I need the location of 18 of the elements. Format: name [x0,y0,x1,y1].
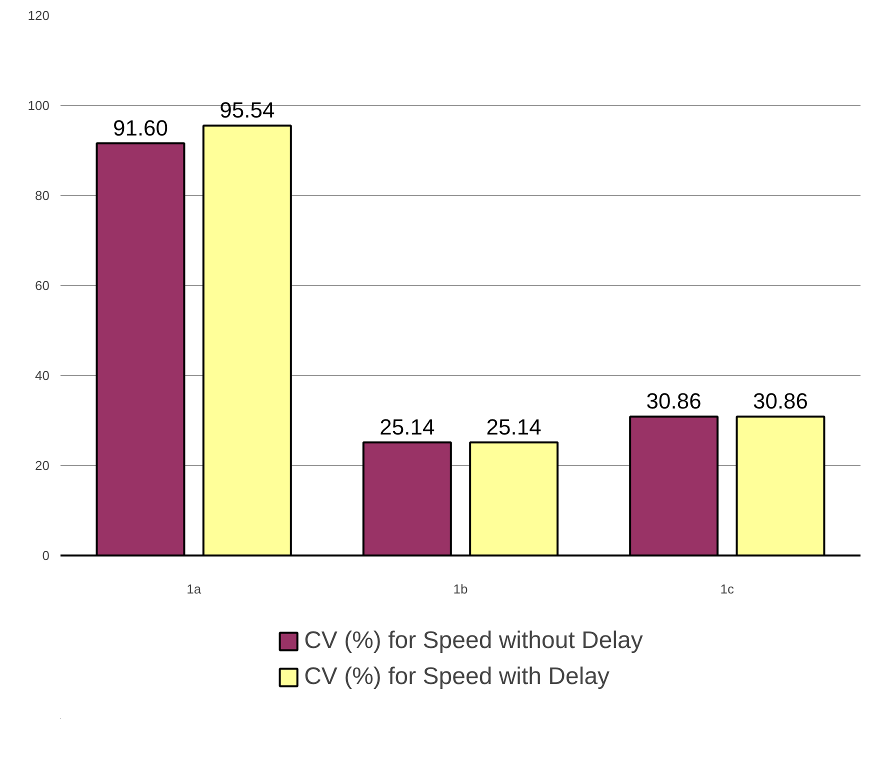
data-label: 95.54 [220,98,275,123]
legend-label: CV (%) for Speed with Delay [304,663,610,691]
data-label: 30.86 [646,388,702,414]
legend-label: CV (%) for Speed without Delay [304,627,643,655]
x-tick-label: 1a [186,582,202,596]
data-label: 25.14 [486,414,542,440]
y-tick-label: 20 [35,458,50,473]
data-label: 25.14 [380,414,435,440]
data-label: 91.60 [112,115,168,140]
y-tick-label: 60 [35,278,50,293]
x-tick-label: 1c [720,582,735,596]
y-tick-label: 120 [28,8,50,23]
x-tick-label: 1b [453,582,468,596]
y-tick-label: 40 [35,368,50,383]
y-tick-label: 0 [42,548,50,563]
y-tick-label: 100 [28,98,50,113]
y-tick-label: 80 [35,188,50,203]
data-label: 30.86 [752,388,808,414]
